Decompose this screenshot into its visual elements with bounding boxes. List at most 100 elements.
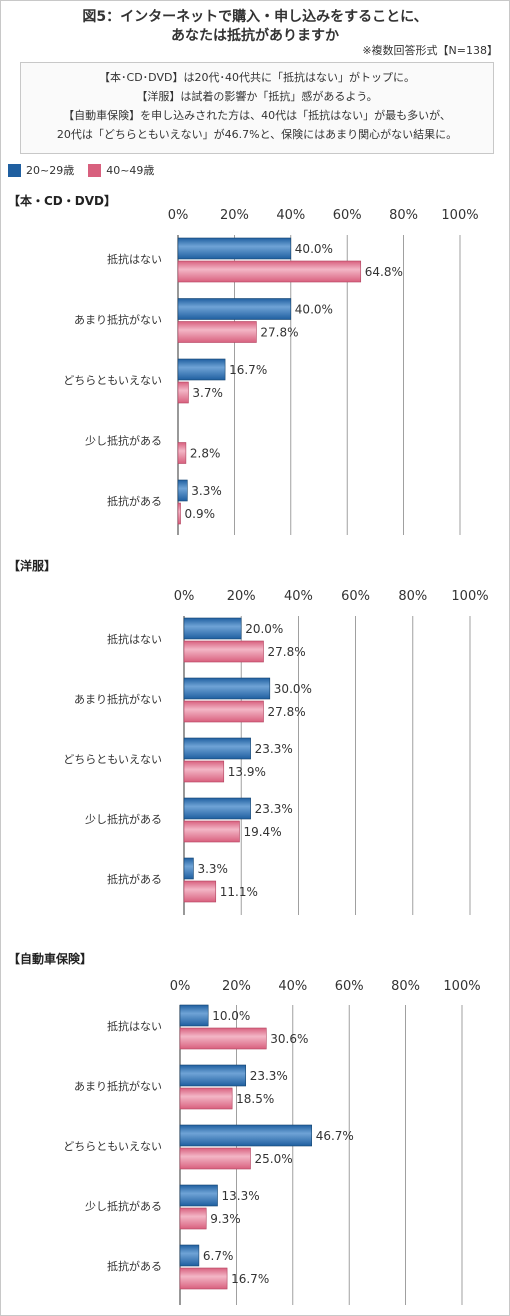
summary-line: 【本･CD･DVD】は20代･40代共に「抵抗はない」がトップに。	[99, 71, 415, 84]
bar-20s	[179, 1124, 312, 1147]
bar-40s	[183, 700, 264, 723]
data-label: 18.5%	[236, 1092, 274, 1106]
x-tick-label: 100%	[451, 589, 488, 604]
category-label: どちらともいえない	[63, 1140, 162, 1153]
legend-swatch-20s	[8, 163, 21, 177]
x-tick-label: 60%	[341, 589, 370, 604]
x-tick-label: 20%	[227, 589, 256, 604]
x-tick-label: 80%	[398, 589, 427, 604]
category-label: 少し抵抗がある	[85, 1199, 162, 1213]
data-label: 23.3%	[250, 1069, 288, 1083]
category-label: 抵抗はない	[107, 632, 162, 646]
x-tick-label: 100%	[443, 979, 480, 994]
x-tick-label: 0%	[174, 589, 195, 604]
data-label: 10.0%	[212, 1009, 250, 1023]
legend-label-40s: 40~49歳	[106, 164, 155, 177]
data-label: 13.9%	[228, 765, 266, 779]
bar-40s	[177, 442, 187, 464]
bar-40s	[179, 1207, 207, 1230]
category-label: 少し抵抗がある	[85, 812, 162, 826]
legend-item-20s: 20~29歳	[8, 162, 74, 178]
data-label: 3.3%	[197, 862, 228, 876]
bar-20s	[177, 358, 226, 381]
data-label: 30.0%	[274, 682, 312, 696]
bar-20s	[179, 1064, 247, 1087]
legend-label-20s: 20~29歳	[26, 164, 75, 177]
data-label: 0.9%	[185, 507, 216, 521]
data-label: 16.7%	[231, 1272, 269, 1286]
bar-20s	[177, 479, 188, 502]
bar-20s	[177, 237, 292, 260]
data-label: 40.0%	[295, 303, 333, 317]
data-label: 40.0%	[295, 242, 333, 256]
bar-40s	[183, 880, 217, 903]
summary-box: 【本･CD･DVD】は20代･40代共に「抵抗はない」がトップに。 【洋服】は試…	[20, 62, 494, 154]
x-tick-label: 60%	[333, 208, 362, 223]
x-tick-label: 0%	[170, 979, 191, 994]
summary-line: 【自動車保険】を申し込みされた方は、40代は「抵抗はない」が最も多いが、	[63, 109, 451, 122]
x-tick-label: 20%	[220, 208, 249, 223]
bar-40s	[177, 381, 189, 404]
data-label: 20.0%	[245, 622, 283, 636]
bar-40s	[179, 1147, 251, 1170]
x-tick-label: 40%	[276, 208, 305, 223]
bar-40s	[179, 1267, 228, 1290]
category-label: 抵抗がある	[107, 1259, 162, 1273]
legend-swatch-40s	[88, 163, 102, 177]
data-label: 23.3%	[255, 802, 293, 816]
category-label: 抵抗はない	[107, 1019, 162, 1033]
chart-title-books: 【本・CD・DVD】	[8, 194, 116, 208]
chart-title-clothes: 【洋服】	[8, 559, 57, 573]
data-label: 13.3%	[222, 1189, 260, 1203]
bar-chart-books: 0% 20% 40% 60% 80% 100% 抵抗はない 40.0% 64.8% あまり抵抗がな…	[63, 208, 479, 535]
category-label: どちらともいえない	[63, 374, 162, 387]
category-label: 抵抗がある	[107, 494, 162, 508]
data-label: 46.7%	[316, 1129, 354, 1143]
data-label: 27.8%	[268, 645, 306, 659]
bar-40s	[183, 640, 264, 663]
data-label: 27.8%	[260, 326, 298, 340]
data-label: 64.8%	[365, 265, 403, 279]
x-tick-label: 80%	[389, 208, 418, 223]
bar-20s	[183, 797, 251, 820]
category-label: どちらともいえない	[63, 753, 162, 766]
data-label: 25.0%	[255, 1152, 293, 1166]
bar-20s	[177, 298, 292, 320]
bar-20s	[179, 1184, 218, 1207]
data-label: 16.7%	[229, 363, 267, 377]
bar-40s	[179, 1027, 267, 1050]
x-tick-label: 40%	[284, 589, 313, 604]
summary-line: 20代は「どちらともいえない」が46.7%と、保険にはあまり関心がない結果に。	[56, 128, 458, 141]
data-label: 30.6%	[270, 1032, 308, 1046]
figure-title-line1: 図5：インターネットで購入・申し込みをすることに、	[82, 9, 428, 25]
x-tick-label: 20%	[222, 979, 251, 994]
category-label: あまり抵抗がない	[74, 313, 162, 327]
bar-chart-insurance: 0% 20% 40% 60% 80% 100% 抵抗はない 10.0% 30.6% あまり抵抗がな…	[63, 979, 481, 1305]
bar-20s	[183, 677, 271, 700]
category-label: あまり抵抗がない	[74, 692, 162, 706]
bar-20s	[183, 737, 251, 760]
figure-title-line2: あなたは抵抗がありますか	[171, 28, 339, 44]
bar-20s	[179, 1244, 200, 1267]
data-label: 27.8%	[268, 705, 306, 719]
category-label: あまり抵抗がない	[74, 1079, 162, 1093]
data-label: 9.3%	[210, 1212, 241, 1226]
data-label: 23.3%	[255, 742, 293, 756]
bar-40s	[183, 820, 240, 843]
bar-40s	[177, 260, 362, 283]
category-label: 抵抗はない	[107, 252, 162, 266]
data-label: 3.7%	[192, 386, 223, 400]
category-label: 少し抵抗がある	[85, 434, 162, 448]
bar-40s	[179, 1087, 233, 1110]
chart-title-insurance: 【自動車保険】	[8, 952, 93, 966]
x-tick-label: 60%	[335, 979, 364, 994]
bar-40s	[183, 760, 225, 783]
data-label: 11.1%	[220, 885, 258, 899]
x-tick-label: 100%	[441, 208, 478, 223]
category-label: 抵抗がある	[107, 872, 162, 886]
bar-20s	[183, 857, 194, 880]
sample-note: ※複数回答形式【N=138】	[362, 44, 498, 57]
x-tick-label: 80%	[391, 979, 420, 994]
x-tick-label: 40%	[278, 979, 307, 994]
bar-20s	[179, 1004, 209, 1027]
